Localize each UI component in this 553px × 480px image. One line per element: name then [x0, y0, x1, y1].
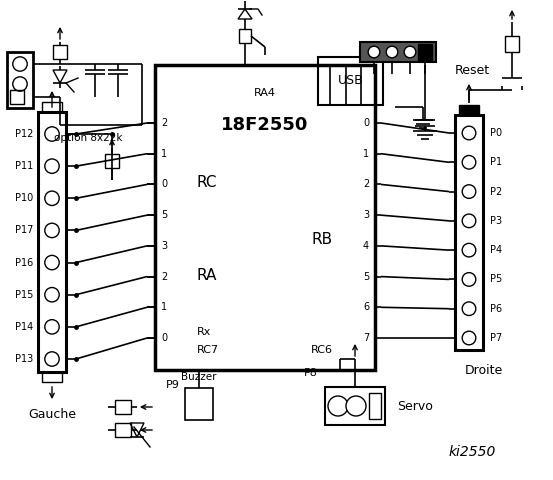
Bar — [10, 90, 24, 104]
Bar — [38, 112, 66, 372]
Text: P2: P2 — [490, 187, 502, 197]
Text: 3: 3 — [363, 210, 369, 220]
Text: 7: 7 — [363, 333, 369, 343]
Bar — [185, 388, 213, 420]
Text: 1: 1 — [161, 149, 167, 159]
Circle shape — [45, 288, 59, 302]
Text: 3: 3 — [161, 241, 167, 251]
Text: Servo: Servo — [397, 399, 433, 412]
Text: 6: 6 — [363, 302, 369, 312]
Text: RA: RA — [197, 267, 217, 283]
Circle shape — [45, 255, 59, 270]
Bar — [459, 105, 479, 115]
Bar — [318, 57, 383, 105]
Text: RC: RC — [197, 176, 217, 191]
Bar — [115, 423, 131, 437]
Text: 4: 4 — [363, 241, 369, 251]
Text: 1: 1 — [363, 149, 369, 159]
Bar — [360, 42, 436, 62]
Text: P12: P12 — [14, 129, 33, 139]
Text: Gauche: Gauche — [28, 408, 76, 420]
Bar — [505, 36, 519, 52]
Circle shape — [13, 57, 27, 71]
Circle shape — [462, 243, 476, 257]
Circle shape — [462, 156, 476, 169]
Text: 2: 2 — [161, 272, 167, 282]
Text: 0: 0 — [161, 333, 167, 343]
Text: P9: P9 — [166, 380, 180, 390]
Bar — [455, 115, 483, 350]
Text: RC6: RC6 — [311, 345, 333, 355]
Text: P7: P7 — [490, 333, 502, 343]
Text: 1: 1 — [161, 302, 167, 312]
Text: 0: 0 — [161, 180, 167, 190]
Bar — [418, 44, 432, 60]
Circle shape — [368, 46, 380, 58]
Bar — [105, 154, 119, 168]
Text: P5: P5 — [490, 275, 502, 285]
Text: Reset: Reset — [455, 63, 490, 76]
Text: P11: P11 — [15, 161, 33, 171]
Text: P6: P6 — [490, 304, 502, 314]
Text: 0: 0 — [363, 118, 369, 128]
Circle shape — [462, 302, 476, 315]
Text: P14: P14 — [15, 322, 33, 332]
Text: P10: P10 — [15, 193, 33, 204]
Text: RA4: RA4 — [254, 88, 276, 98]
Text: 5: 5 — [363, 272, 369, 282]
Circle shape — [462, 331, 476, 345]
Circle shape — [462, 126, 476, 140]
Text: Buzzer: Buzzer — [181, 372, 217, 382]
Text: 2: 2 — [363, 180, 369, 190]
Text: USB: USB — [338, 74, 363, 87]
Circle shape — [386, 46, 398, 58]
Bar — [239, 29, 251, 43]
Text: P17: P17 — [14, 226, 33, 235]
Circle shape — [45, 352, 59, 366]
Text: 2: 2 — [161, 118, 167, 128]
Text: RC7: RC7 — [197, 345, 219, 355]
Bar — [325, 387, 385, 425]
Circle shape — [328, 396, 348, 416]
Circle shape — [45, 223, 59, 238]
Circle shape — [45, 191, 59, 205]
Text: P4: P4 — [490, 245, 502, 255]
Circle shape — [462, 273, 476, 286]
Bar — [7, 52, 33, 108]
Text: P8: P8 — [304, 368, 318, 378]
Bar — [42, 372, 62, 382]
Bar — [115, 400, 131, 414]
Text: P0: P0 — [490, 128, 502, 138]
Circle shape — [45, 159, 59, 173]
Text: ki2550: ki2550 — [448, 445, 495, 459]
Text: P13: P13 — [15, 354, 33, 364]
Text: option 8x22k: option 8x22k — [54, 133, 122, 143]
Circle shape — [404, 46, 416, 58]
Text: Droite: Droite — [465, 363, 503, 376]
Text: P15: P15 — [14, 290, 33, 300]
Bar — [369, 393, 381, 419]
Circle shape — [462, 185, 476, 198]
Circle shape — [462, 214, 476, 228]
Bar — [53, 45, 67, 59]
Circle shape — [45, 127, 59, 141]
Text: P3: P3 — [490, 216, 502, 226]
Bar — [42, 102, 62, 112]
Text: Rx: Rx — [197, 327, 211, 337]
Circle shape — [13, 77, 27, 91]
Bar — [155, 65, 375, 370]
Circle shape — [45, 320, 59, 334]
Text: RB: RB — [312, 232, 333, 248]
Text: 18F2550: 18F2550 — [221, 116, 309, 134]
Circle shape — [346, 396, 366, 416]
Text: P1: P1 — [490, 157, 502, 168]
Text: 5: 5 — [161, 210, 167, 220]
Text: P16: P16 — [15, 258, 33, 267]
